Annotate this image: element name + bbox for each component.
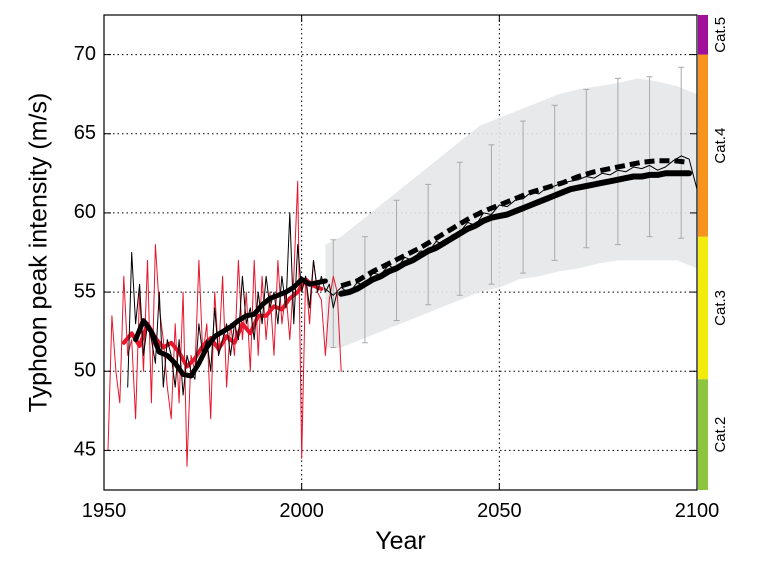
x-tick-label: 2100	[675, 500, 720, 522]
y-tick-label: 65	[74, 122, 96, 144]
plot-frame	[103, 14, 698, 491]
series-line-black-thick-projection	[338, 170, 693, 297]
category-label: Cat.4	[712, 128, 729, 164]
category-band-Cat.4	[698, 54, 708, 237]
category-label: Cat.2	[712, 417, 729, 453]
y-tick-label: 45	[74, 439, 96, 461]
x-tick-label: 1950	[82, 500, 127, 522]
category-band-Cat.2	[698, 379, 708, 490]
y-tick-label: 50	[74, 360, 96, 382]
series-line-black-thick-historical	[133, 276, 328, 379]
category-band-Cat.3	[698, 236, 708, 380]
category-label: Cat.5	[712, 17, 729, 53]
x-axis-title: Year	[375, 527, 426, 555]
y-tick-label: 70	[74, 43, 96, 65]
y-tick-label: 55	[74, 280, 96, 302]
y-tick-label: 60	[74, 201, 96, 223]
y-axis-title: Typhoon peak intensity (m/s)	[25, 93, 53, 413]
x-tick-label: 2050	[477, 500, 522, 522]
category-band-Cat.5	[698, 15, 708, 55]
series-line-black-dashed-projection	[340, 158, 690, 289]
series-line-black-thin-historical	[127, 212, 338, 396]
x-tick-label: 2000	[279, 500, 324, 522]
category-label: Cat.3	[712, 290, 729, 326]
